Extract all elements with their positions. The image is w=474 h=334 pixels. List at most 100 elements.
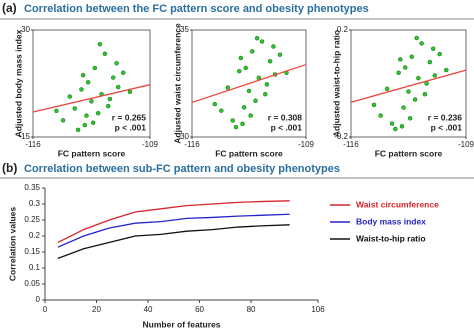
x-tick-label: -109 xyxy=(458,140,474,149)
y-tick-label: 0.3 xyxy=(29,199,41,208)
point xyxy=(393,126,398,132)
legend-label: Waist circumference xyxy=(356,199,439,209)
fit-line xyxy=(191,63,307,104)
point xyxy=(430,46,436,51)
point xyxy=(80,72,86,78)
panel-label: (a) xyxy=(2,1,17,15)
x-axis-label: FC pattern score xyxy=(375,148,443,158)
y-tick-label: -30 xyxy=(177,132,189,141)
point xyxy=(444,67,449,73)
point xyxy=(254,35,260,41)
fit-line xyxy=(32,84,151,113)
point xyxy=(271,44,276,49)
panel-label: (b) xyxy=(2,161,17,175)
point xyxy=(264,82,270,87)
point xyxy=(102,51,108,57)
point xyxy=(212,101,218,107)
point xyxy=(105,103,111,109)
y-tick-label: 0 xyxy=(36,295,41,304)
y-tick-label: -15 xyxy=(18,132,30,141)
point xyxy=(419,41,424,46)
x-tick-label: 60 xyxy=(195,305,204,314)
point xyxy=(267,59,273,64)
y-tick-label: 0.25 xyxy=(24,215,40,224)
point xyxy=(389,121,395,126)
point xyxy=(250,49,255,54)
point xyxy=(422,91,428,97)
point xyxy=(371,102,377,108)
point xyxy=(406,89,411,94)
point xyxy=(114,61,119,66)
point xyxy=(67,94,73,99)
point xyxy=(253,98,258,104)
point xyxy=(412,97,418,102)
point xyxy=(225,85,231,90)
point xyxy=(398,57,403,62)
annotation: p < .001 xyxy=(431,122,463,132)
point xyxy=(241,105,247,110)
point xyxy=(127,89,133,95)
point xyxy=(79,87,84,92)
legend-label: Body mass index xyxy=(356,216,426,226)
point xyxy=(402,65,408,70)
point xyxy=(236,68,242,74)
x-tick-label: -116 xyxy=(343,140,359,149)
point xyxy=(95,110,101,116)
annotation: r = 0.265 xyxy=(112,112,147,122)
x-tick-label: 40 xyxy=(144,305,153,314)
x-tick-label: -109 xyxy=(142,140,159,149)
point xyxy=(121,70,126,76)
annotation: r = 0.236 xyxy=(428,112,463,122)
point xyxy=(401,105,406,110)
panel-title: Correlation between sub-FC pattern and o… xyxy=(24,163,340,175)
point xyxy=(399,124,405,129)
point xyxy=(246,88,252,94)
point xyxy=(427,59,433,65)
y-tick-label: 0.15 xyxy=(24,247,40,256)
point xyxy=(407,116,413,121)
series-line xyxy=(57,200,290,243)
x-axis-label: FC pattern score xyxy=(215,148,283,158)
panel-title: Correlation between the FC pattern score… xyxy=(24,3,369,15)
plot-frame xyxy=(32,29,151,138)
point xyxy=(54,108,59,114)
plot-frame xyxy=(350,29,467,138)
point xyxy=(409,54,415,59)
point xyxy=(89,99,94,104)
point xyxy=(384,86,390,92)
fit-line xyxy=(350,69,467,103)
series-line xyxy=(57,224,290,260)
x-tick-label: 0 xyxy=(43,305,48,314)
point xyxy=(82,122,88,128)
x-tick-label: -116 xyxy=(184,140,200,149)
annotation: p < .001 xyxy=(271,122,303,132)
point xyxy=(416,75,421,81)
point xyxy=(92,65,98,71)
y-tick-label: 0.1 xyxy=(29,263,41,272)
x-tick-label: 106 xyxy=(311,305,325,314)
y-tick-label: 35 xyxy=(180,25,189,34)
point xyxy=(248,113,253,118)
y-tick-label: -0.2 xyxy=(334,132,348,141)
point xyxy=(60,118,66,123)
y-axis-label: Correlation values xyxy=(7,207,17,281)
point xyxy=(90,120,96,125)
y-tick-label: 0.05 xyxy=(24,279,40,288)
y-tick-label: 0.2 xyxy=(29,231,41,240)
point xyxy=(233,124,239,130)
point xyxy=(110,75,116,80)
point xyxy=(240,121,245,127)
point xyxy=(259,39,265,44)
annotation: r = 0.308 xyxy=(268,112,303,122)
point xyxy=(72,106,78,111)
x-tick-label: 80 xyxy=(247,305,256,314)
x-tick-label: -116 xyxy=(25,140,41,149)
y-axis-label: Adjusted waist-to-hip ratio xyxy=(331,30,341,137)
point xyxy=(219,108,224,113)
point xyxy=(378,113,383,118)
point xyxy=(263,91,268,97)
annotation: p < .001 xyxy=(115,122,147,132)
legend-label: Waist-to-hip ratio xyxy=(356,233,426,243)
point xyxy=(432,73,438,78)
